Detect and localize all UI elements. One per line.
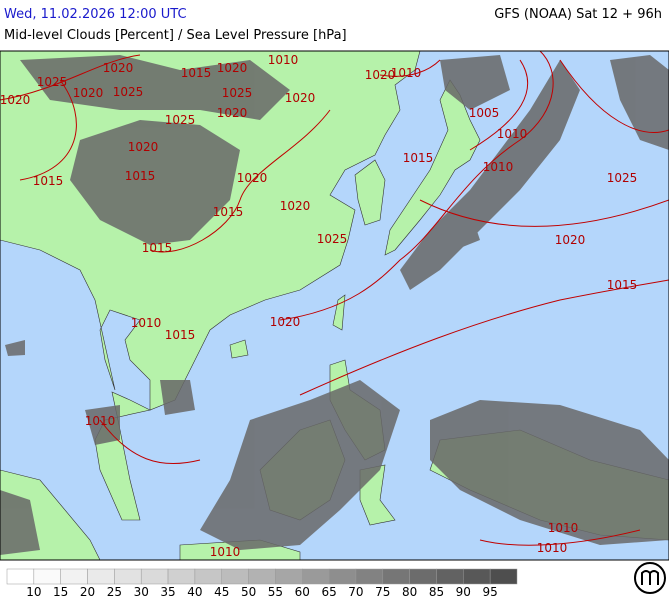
isobar-label: 1020 (0, 93, 30, 107)
legend-label: 80 (402, 585, 417, 599)
legend-label: 35 (160, 585, 175, 599)
header-subtitle: Mid-level Clouds [Percent] / Sea Level P… (4, 28, 347, 43)
legend-label: 40 (187, 585, 202, 599)
isobar-label: 1020 (217, 61, 248, 75)
isobar-label: 1015 (403, 151, 434, 165)
legend-swatch (382, 568, 410, 585)
map-border (0, 50, 669, 561)
isobar-label: 1010 (548, 521, 579, 535)
isobar-label: 1020 (270, 315, 301, 329)
isobar-label: 1010 (85, 414, 116, 428)
legend: 10 15 20 25 30 35 40 45 50 55 60 65 70 75 80 85 90 95 (6, 568, 518, 599)
isobar-label: 1020 (237, 171, 268, 185)
isobar-label: 1020 (103, 61, 134, 75)
isobar-label: 1025 (222, 86, 253, 100)
legend-swatch (167, 568, 196, 585)
isobar-label: 1015 (165, 328, 196, 342)
legend-swatch (33, 568, 61, 585)
legend-swatch (355, 568, 384, 585)
legend-swatch (87, 568, 115, 585)
legend-label: 55 (268, 585, 283, 599)
legend-label: 45 (214, 585, 229, 599)
legend-label: 15 (53, 585, 68, 599)
legend-swatch (248, 568, 276, 585)
legend-swatch (6, 568, 35, 585)
legend-label: 25 (107, 585, 122, 599)
isobar-label: 1010 (483, 160, 514, 174)
hainan (229, 339, 249, 359)
legend-label: 10 (26, 585, 41, 599)
isobar-label: 1020 (280, 199, 311, 213)
isobars (0, 50, 669, 546)
isobar-label: 1025 (37, 75, 68, 89)
korea (354, 159, 386, 226)
isobar-label: 1020 (365, 68, 396, 82)
isobar-label: 1015 (142, 241, 173, 255)
clouds (0, 55, 669, 555)
legend-swatch (60, 568, 88, 585)
legend-swatch (302, 568, 330, 585)
isobar-label: 1010 (131, 316, 162, 330)
isobar-label: 1015 (607, 278, 638, 292)
isobar-label: 1020 (217, 106, 248, 120)
isobar-label: 1025 (607, 171, 638, 185)
legend-label: 90 (456, 585, 471, 599)
isobar-label: 1015 (33, 174, 64, 188)
isobar-label: 1015 (125, 169, 156, 183)
legend-swatch (409, 568, 437, 585)
isobar-label: 1025 (165, 113, 196, 127)
isobar-label: 1010 (210, 545, 241, 559)
taiwan (332, 294, 346, 331)
legend-swatch (114, 568, 142, 585)
isobar-label: 1015 (213, 205, 244, 219)
isobar-label: 1020 (555, 233, 586, 247)
legend-label: 85 (429, 585, 444, 599)
legend-label: 95 (483, 585, 498, 599)
map (0, 50, 669, 561)
legend-label: 30 (134, 585, 149, 599)
legend-swatch (275, 568, 303, 585)
legend-label: 50 (241, 585, 256, 599)
legend-label: 75 (375, 585, 390, 599)
isobar-label: 1010 (391, 66, 422, 80)
legend-label: 20 (80, 585, 95, 599)
legend-swatch (436, 568, 464, 585)
header-model: GFS (NOAA) Sat 12 + 96h (494, 7, 662, 22)
logo-mark (641, 570, 659, 585)
legend-label: 65 (321, 585, 336, 599)
legend-swatch (194, 568, 222, 585)
isobar-label: 1025 (113, 85, 144, 99)
isobar-label: 1020 (285, 91, 316, 105)
legend-swatch (463, 568, 491, 585)
isobar-label: 1010 (268, 53, 299, 67)
legend-swatch (489, 568, 518, 585)
isobar-label: 1020 (128, 140, 159, 154)
legend-label: 60 (295, 585, 310, 599)
isobar-label: 1025 (317, 232, 348, 246)
isobar-label: 1005 (469, 106, 500, 120)
isobar-label: 1020 (73, 86, 104, 100)
legend-swatch (140, 568, 169, 585)
isobar-label: 1010 (537, 541, 568, 555)
legend-swatch (328, 568, 357, 585)
logo (634, 562, 666, 594)
legend-swatch (221, 568, 249, 585)
isobar-label: 1015 (181, 66, 212, 80)
header-title: Wed, 11.02.2026 12:00 UTC (4, 7, 187, 22)
legend-label: 70 (348, 585, 363, 599)
isobar-label: 1010 (497, 127, 528, 141)
